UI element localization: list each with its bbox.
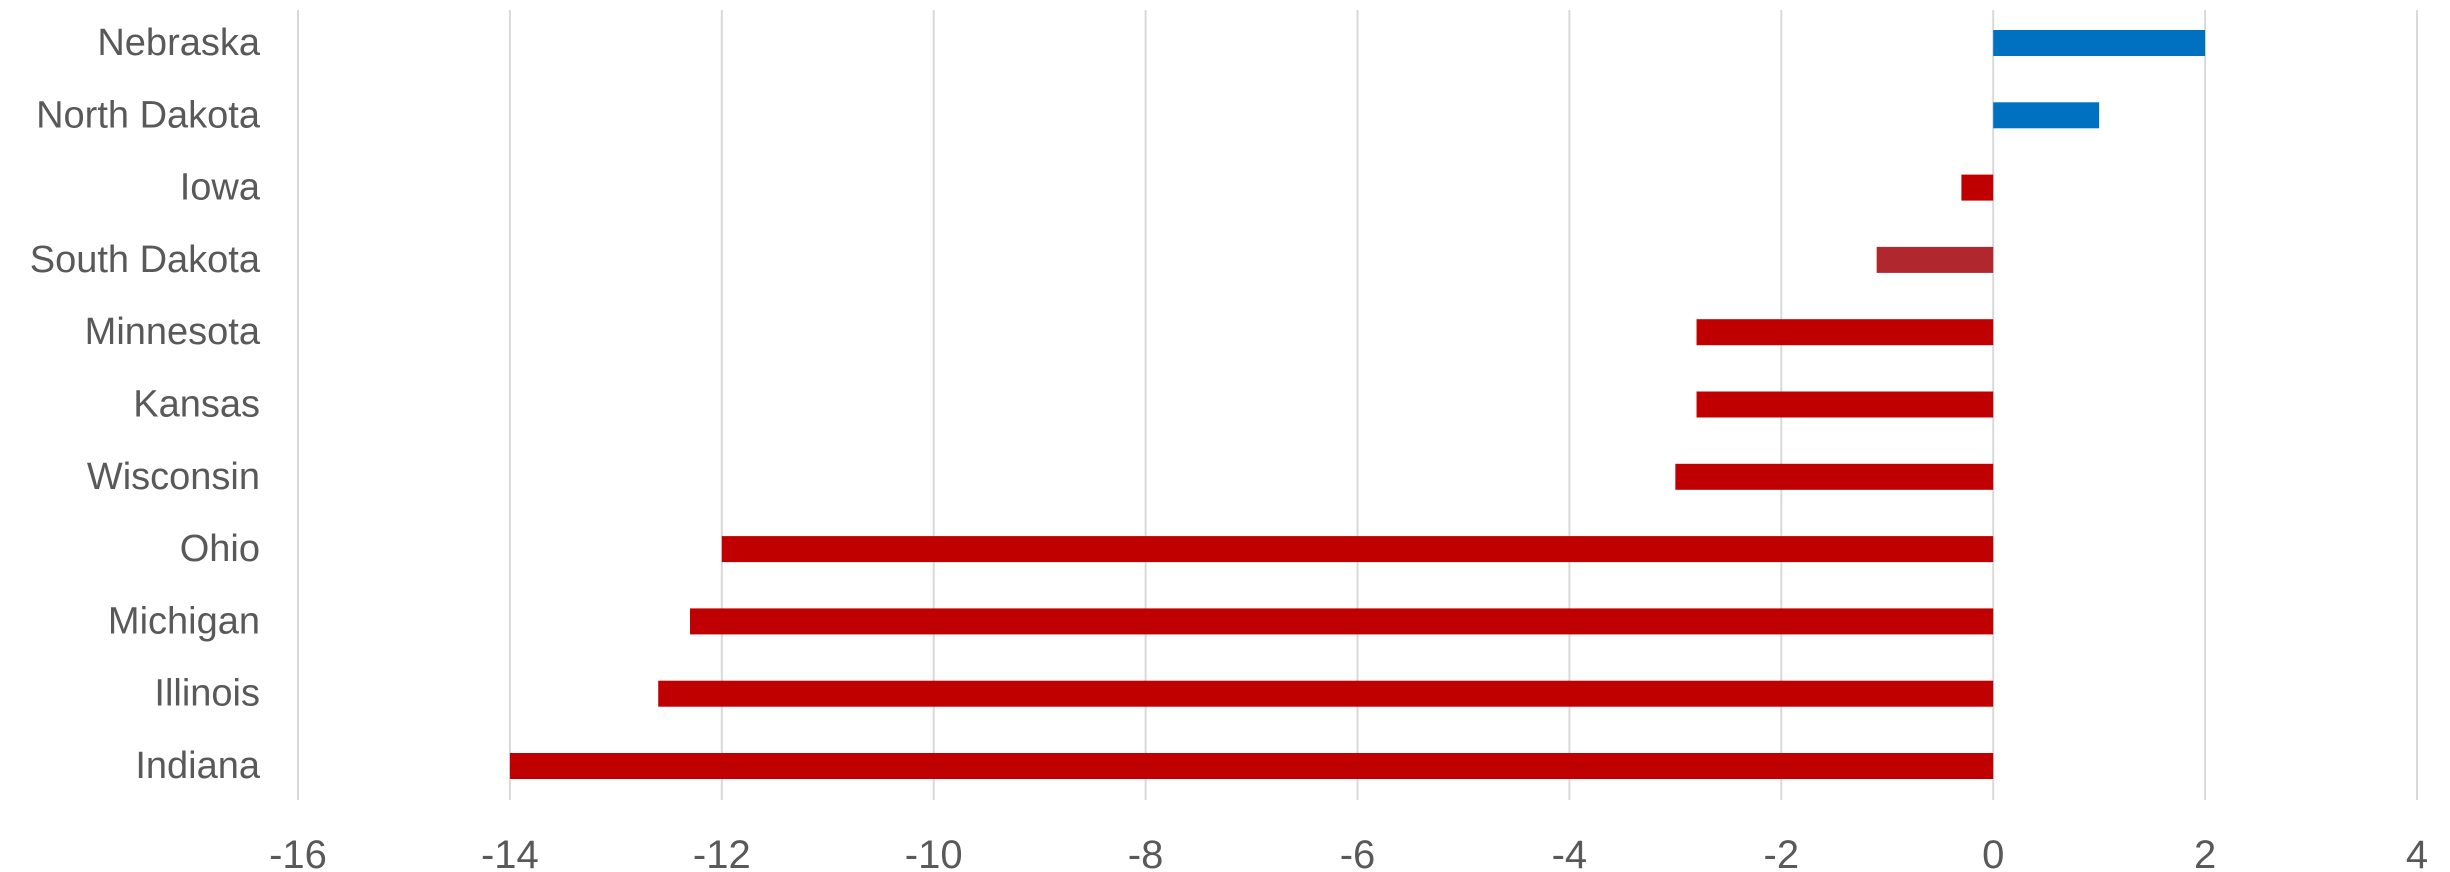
bar-indiana bbox=[509, 753, 1994, 779]
x-tick-label: -16 bbox=[269, 833, 327, 872]
x-tick-label: 0 bbox=[1982, 833, 2004, 872]
x-tick-label: -6 bbox=[1340, 833, 1376, 872]
category-label: Illinois bbox=[154, 673, 260, 715]
x-tick-label: 4 bbox=[2406, 833, 2428, 872]
x-tick-label: -2 bbox=[1764, 833, 1800, 872]
bar-iowa bbox=[1961, 174, 1994, 201]
category-label: South Dakota bbox=[30, 239, 261, 281]
x-tick-label: -8 bbox=[1128, 833, 1164, 872]
category-label: Iowa bbox=[180, 167, 261, 209]
x-tick-label: 2 bbox=[2194, 833, 2216, 872]
category-label: Nebraska bbox=[97, 22, 260, 64]
x-axis-tick-labels: -16 -14 -12 -10 -8 -6 -4 -2 0 2 4 bbox=[269, 833, 2428, 872]
bar-minnesota bbox=[1696, 319, 1994, 346]
x-tick-label: -4 bbox=[1552, 833, 1588, 872]
category-label: Ohio bbox=[180, 528, 260, 570]
bar-north-dakota bbox=[1993, 102, 2100, 129]
bar-south-dakota bbox=[1876, 246, 1994, 273]
category-label: North Dakota bbox=[36, 94, 261, 136]
bars bbox=[509, 30, 2206, 779]
x-tick-label: -14 bbox=[481, 833, 539, 872]
category-labels: Nebraska North Dakota Iowa South Dakota Minn… bbox=[30, 22, 261, 787]
bar-nebraska bbox=[1993, 30, 2206, 56]
bar-illinois bbox=[658, 680, 1994, 707]
category-label: Wisconsin bbox=[87, 456, 260, 498]
category-label: Michigan bbox=[108, 600, 260, 642]
bar-ohio bbox=[721, 536, 1994, 563]
x-tick-label: -10 bbox=[905, 833, 963, 872]
bar-kansas bbox=[1696, 391, 1994, 418]
bar-michigan bbox=[690, 608, 1994, 635]
category-label: Minnesota bbox=[85, 311, 261, 353]
x-tick-label: -12 bbox=[693, 833, 751, 872]
category-label: Kansas bbox=[133, 384, 260, 426]
category-label: Indiana bbox=[135, 745, 261, 787]
bar-wisconsin bbox=[1675, 463, 1994, 490]
